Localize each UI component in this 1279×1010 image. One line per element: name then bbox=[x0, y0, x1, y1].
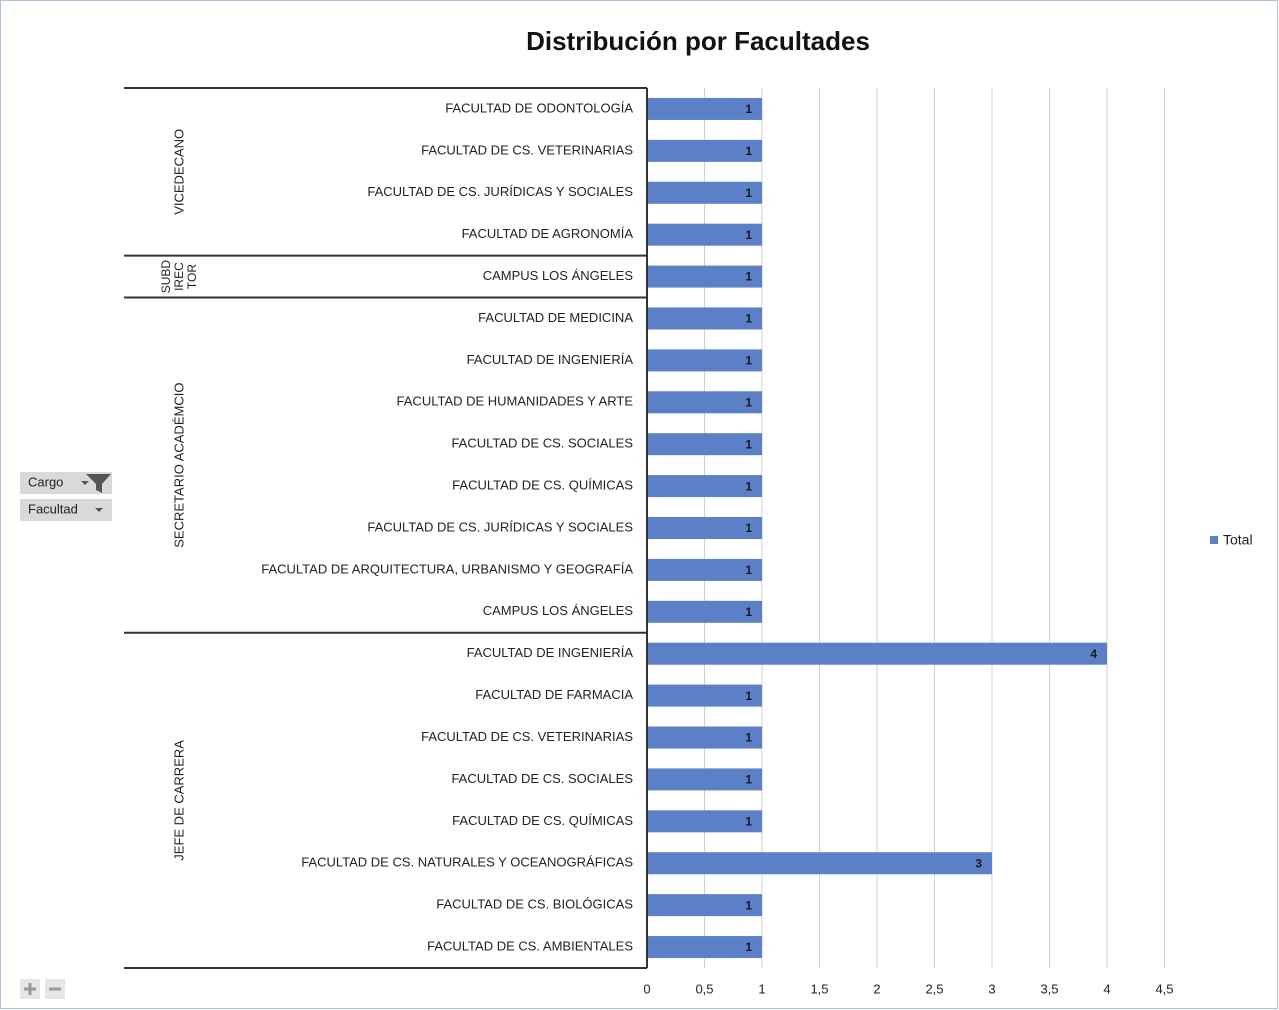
data-label: 1 bbox=[745, 773, 752, 787]
category-label: FACULTAD DE CS. AMBIENTALES bbox=[427, 938, 633, 953]
x-tick-label: 3 bbox=[988, 981, 995, 996]
x-tick-label: 1 bbox=[758, 981, 765, 996]
bar bbox=[647, 307, 762, 330]
data-label: 1 bbox=[745, 186, 752, 200]
legend-swatch bbox=[1210, 536, 1218, 544]
group-label: VICEDECANO bbox=[171, 129, 186, 215]
button-bg bbox=[20, 499, 112, 521]
group-label: SECRETARIO ACADÉMCIO bbox=[171, 383, 186, 548]
button-label[interactable]: Facultad bbox=[28, 501, 78, 516]
category-label: FACULTAD DE MEDICINA bbox=[478, 310, 633, 325]
data-label: 1 bbox=[745, 605, 752, 619]
filter-icon bbox=[81, 474, 111, 493]
x-tick-label: 2,5 bbox=[925, 981, 943, 996]
bar bbox=[647, 684, 762, 707]
data-label: 1 bbox=[745, 228, 752, 242]
group-label: JEFE DE CARRERA bbox=[171, 740, 186, 861]
category-label: FACULTAD DE INGENIERÍA bbox=[467, 352, 634, 367]
data-label: 1 bbox=[745, 395, 752, 409]
data-label: 3 bbox=[975, 856, 982, 870]
data-label: 1 bbox=[745, 102, 752, 116]
bar bbox=[647, 391, 762, 414]
bar bbox=[647, 517, 762, 539]
data-label: 1 bbox=[745, 731, 752, 745]
data-label: 1 bbox=[745, 689, 752, 703]
data-label: 1 bbox=[745, 521, 752, 535]
data-label: 1 bbox=[745, 479, 752, 493]
data-label: 1 bbox=[745, 354, 752, 368]
x-tick-label: 4 bbox=[1103, 981, 1110, 996]
expand-collapse[interactable] bbox=[20, 979, 65, 999]
category-label: FACULTAD DE CS. VETERINARIAS bbox=[421, 142, 633, 157]
bar bbox=[647, 768, 762, 791]
data-label: 1 bbox=[745, 815, 752, 829]
data-label: 1 bbox=[745, 144, 752, 158]
x-tick-label: 1,5 bbox=[810, 981, 828, 996]
bar bbox=[647, 852, 992, 875]
bar bbox=[647, 433, 762, 456]
bar bbox=[647, 558, 762, 581]
category-label: FACULTAD DE CS. JURÍDICAS Y SOCIALES bbox=[367, 519, 633, 534]
bar bbox=[647, 265, 762, 288]
category-label: FACULTAD DE ARQUITECTURA, URBANISMO Y GE… bbox=[261, 561, 633, 576]
x-tick-label: 2 bbox=[873, 981, 880, 996]
dropdown-icon bbox=[95, 508, 103, 512]
x-tick-label: 0,5 bbox=[695, 981, 713, 996]
button-label[interactable]: Cargo bbox=[28, 474, 63, 489]
x-tick-label: 4,5 bbox=[1155, 981, 1173, 996]
data-label: 1 bbox=[745, 940, 752, 954]
category-label: FACULTAD DE CS. QUÍMICAS bbox=[452, 478, 633, 493]
category-label: FACULTAD DE CS. SOCIALES bbox=[451, 771, 633, 786]
bar bbox=[647, 936, 762, 959]
data-label: 1 bbox=[745, 270, 752, 284]
category-label: FACULTAD DE CS. VETERINARIAS bbox=[421, 729, 633, 744]
x-tick-label: 3,5 bbox=[1040, 981, 1058, 996]
bar bbox=[647, 894, 762, 917]
data-label: 1 bbox=[745, 437, 752, 451]
bar bbox=[647, 223, 762, 246]
category-label: FACULTAD DE CS. QUÍMICAS bbox=[452, 813, 633, 828]
category-label: CAMPUS LOS ÁNGELES bbox=[483, 603, 634, 618]
bar bbox=[647, 810, 762, 833]
x-tick-label: 0 bbox=[643, 981, 650, 996]
bar bbox=[647, 600, 762, 623]
category-label: FACULTAD DE INGENIERÍA bbox=[467, 645, 634, 660]
group-label: SUBDIRECTOR bbox=[159, 260, 199, 294]
category-label: FACULTAD DE CS. SOCIALES bbox=[451, 436, 633, 451]
data-label: 4 bbox=[1090, 647, 1097, 661]
category-label: FACULTAD DE FARMACIA bbox=[475, 687, 633, 702]
category-label: FACULTAD DE CS. NATURALES Y OCEANOGRÁFIC… bbox=[301, 855, 633, 870]
data-label: 1 bbox=[745, 898, 752, 912]
field-button[interactable]: Facultad bbox=[20, 499, 112, 521]
bar bbox=[647, 139, 762, 162]
category-label: CAMPUS LOS ÁNGELES bbox=[483, 268, 634, 283]
bar bbox=[647, 475, 762, 498]
chart-title: Distribución por Facultades bbox=[526, 26, 870, 56]
category-label: FACULTAD DE CS. BIOLÓGICAS bbox=[436, 897, 633, 912]
bar bbox=[647, 642, 1107, 665]
category-label: FACULTAD DE AGRONOMÍA bbox=[462, 226, 634, 241]
data-label: 1 bbox=[745, 312, 752, 326]
category-label: FACULTAD DE HUMANIDADES Y ARTE bbox=[397, 394, 634, 409]
field-button[interactable]: Cargo bbox=[20, 472, 112, 494]
category-label: FACULTAD DE CS. JURÍDICAS Y SOCIALES bbox=[367, 184, 633, 199]
plus-icon bbox=[24, 983, 36, 995]
bar bbox=[647, 97, 762, 120]
bar bbox=[647, 181, 762, 204]
bar bbox=[647, 349, 762, 372]
legend-label: Total bbox=[1223, 532, 1253, 548]
bar bbox=[647, 726, 762, 749]
button-bg bbox=[20, 472, 112, 494]
data-label: 1 bbox=[745, 563, 752, 577]
category-label: FACULTAD DE ODONTOLOGÍA bbox=[445, 100, 633, 115]
